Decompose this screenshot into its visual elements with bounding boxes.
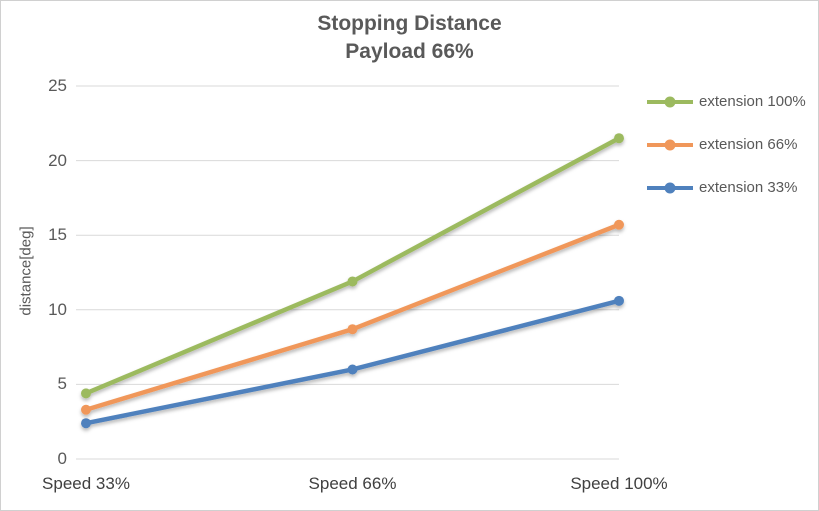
legend-item: extension 66% xyxy=(646,136,797,153)
data-point-marker xyxy=(347,364,358,375)
legend-marker-icon xyxy=(647,139,693,150)
y-tick-label: 0 xyxy=(57,449,67,468)
legend-item: extension 100% xyxy=(646,93,806,110)
legend-item: extension 33% xyxy=(646,179,797,196)
gridlines xyxy=(76,85,619,460)
x-category-label: Speed 66% xyxy=(308,474,397,493)
series-extension-100- xyxy=(81,133,624,399)
legend-label: extension 100% xyxy=(699,93,806,110)
legend-label: extension 33% xyxy=(699,179,798,196)
series-line xyxy=(83,135,622,396)
series-extension-66- xyxy=(81,219,624,415)
y-tick-label: 15 xyxy=(48,225,67,245)
x-category-label: Speed 33% xyxy=(42,474,130,493)
x-category-label: Speed 100% xyxy=(570,474,668,493)
data-point-marker xyxy=(614,133,624,144)
data-point-marker xyxy=(81,418,91,429)
chart-title: Stopping Distance Payload 66% xyxy=(1,10,818,66)
chart-title-line1: Stopping Distance xyxy=(317,12,502,35)
y-tick-label: 25 xyxy=(48,76,67,95)
y-tick-label: 20 xyxy=(48,150,67,170)
legend-label: extension 66% xyxy=(699,136,798,153)
data-point-marker xyxy=(347,324,358,335)
data-point-marker xyxy=(614,295,624,306)
legend-marker-icon xyxy=(647,96,693,107)
chart-title-line2: Payload 66% xyxy=(345,40,474,63)
data-point-marker xyxy=(81,388,91,399)
y-tick-label: 5 xyxy=(57,374,67,394)
data-point-marker xyxy=(347,276,358,287)
series-layer xyxy=(81,133,624,429)
data-point-marker xyxy=(81,404,91,415)
y-tick-label: 10 xyxy=(48,299,67,319)
series-extension-33- xyxy=(81,295,624,429)
data-point-marker xyxy=(614,219,624,230)
series-line xyxy=(83,222,622,413)
legend-marker-icon xyxy=(647,182,693,193)
